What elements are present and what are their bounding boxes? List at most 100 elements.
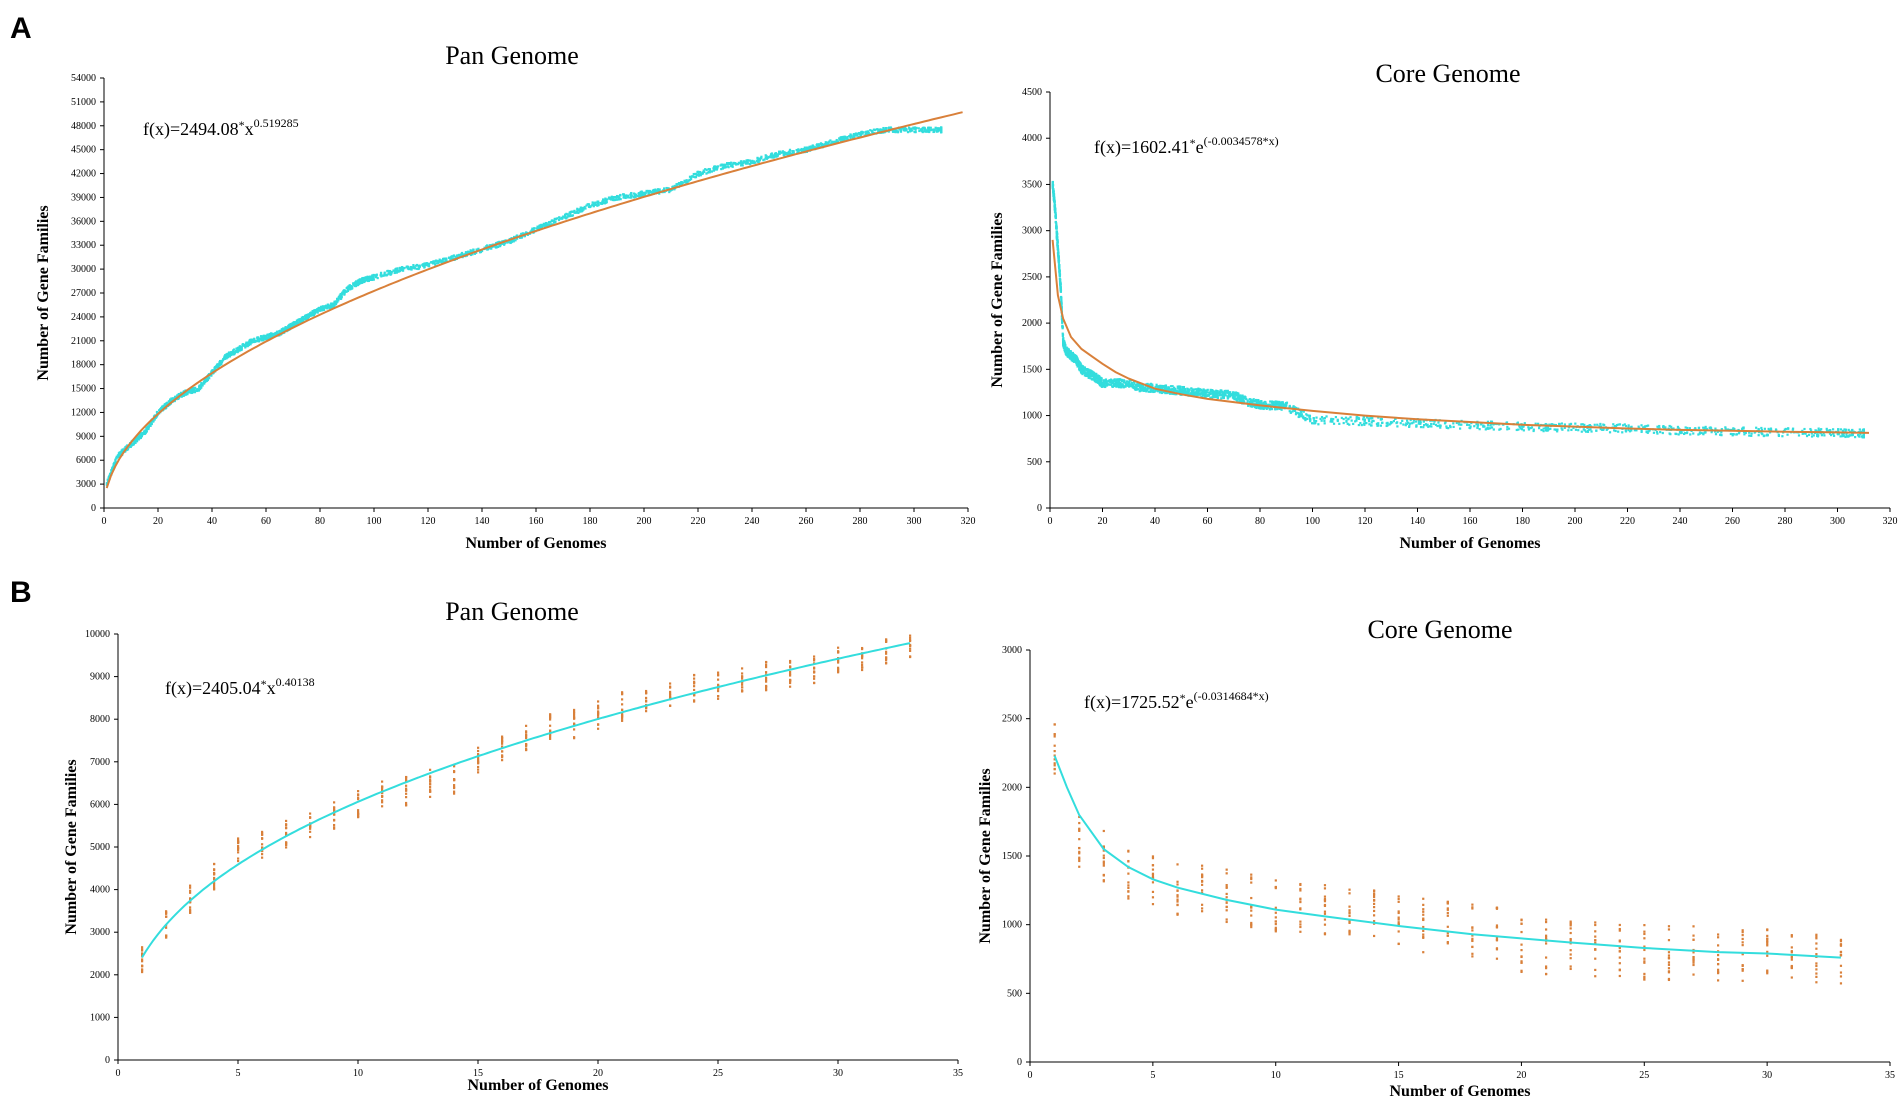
data-point (1538, 427, 1541, 430)
data-point (1365, 422, 1368, 425)
data-point (827, 141, 830, 144)
data-point (1532, 429, 1535, 433)
data-point (730, 165, 733, 168)
data-point (1348, 423, 1351, 426)
data-point (1787, 427, 1790, 430)
data-point (1460, 423, 1463, 426)
data-point (486, 248, 489, 251)
data-point (1057, 261, 1061, 264)
data-point (1832, 428, 1835, 431)
data-point (1583, 423, 1586, 426)
data-point (1490, 420, 1494, 423)
data-point (770, 155, 773, 159)
data-point (932, 130, 935, 134)
data-point (238, 345, 241, 348)
data-point (841, 138, 845, 141)
data-point (460, 252, 464, 255)
data-point (1239, 399, 1242, 403)
data-point (1548, 423, 1551, 426)
x-tick-label: 260 (799, 516, 814, 527)
data-point (148, 421, 152, 424)
data-point (940, 129, 943, 132)
data-point (290, 325, 293, 328)
data-point (686, 180, 689, 184)
x-tick-label: 35 (953, 1068, 963, 1079)
data-point (860, 132, 863, 135)
data-point (1688, 427, 1691, 430)
data-point (1171, 385, 1174, 388)
data-point (1075, 362, 1079, 365)
data-point (1136, 388, 1140, 391)
data-point (596, 200, 600, 204)
data-point (1062, 337, 1065, 340)
data-point (564, 217, 568, 220)
data-point (1845, 433, 1848, 436)
data-point (1642, 426, 1645, 429)
data-point (668, 190, 671, 194)
data-point (1278, 407, 1282, 410)
data-point (1844, 429, 1847, 432)
x-tick-label: 160 (529, 516, 544, 527)
data-point (499, 244, 502, 248)
data-point (120, 451, 123, 454)
data-point (612, 195, 615, 199)
data-point (287, 326, 290, 330)
data-point (422, 264, 426, 267)
data-point (1221, 391, 1224, 394)
data-point (1837, 430, 1840, 433)
data-point (438, 258, 441, 261)
data-point (898, 128, 901, 131)
data-point (464, 252, 467, 255)
y-tick-label: 1000 (90, 1012, 110, 1023)
data-point (757, 160, 760, 163)
data-point (359, 280, 362, 283)
data-point (926, 130, 929, 133)
data-point (376, 276, 379, 280)
data-point (1684, 426, 1687, 429)
data-point (1732, 433, 1735, 436)
data-point (586, 203, 589, 206)
data-point (1599, 422, 1602, 426)
data-point (1768, 428, 1771, 432)
data-point (756, 157, 759, 160)
data-point (1061, 326, 1064, 329)
data-point (1280, 403, 1283, 407)
data-point (1057, 259, 1060, 263)
data-point (1841, 433, 1844, 436)
data-point (1702, 426, 1705, 429)
data-point (501, 240, 504, 243)
data-point (1803, 432, 1806, 435)
data-point (1085, 374, 1088, 377)
data-point (1197, 387, 1200, 390)
data-point (1561, 428, 1564, 431)
data-point (647, 189, 650, 193)
data-point (303, 317, 306, 320)
data-point (523, 235, 526, 238)
x-tick-label: 5 (236, 1068, 241, 1079)
data-point (552, 221, 555, 224)
data-point (236, 348, 239, 351)
y-tick-label: 5000 (90, 842, 110, 853)
data-point (425, 262, 429, 265)
data-point (1743, 433, 1746, 436)
data-point (645, 189, 648, 193)
data-point (288, 326, 291, 329)
data-point (1529, 426, 1532, 430)
data-point (294, 323, 297, 326)
data-point (344, 290, 347, 293)
data-point (777, 150, 781, 153)
data-point (895, 129, 898, 132)
data-point (562, 215, 565, 218)
x-tick-label: 100 (1305, 516, 1320, 527)
data-point (520, 236, 523, 239)
data-point (1159, 386, 1162, 389)
data-point (1851, 432, 1854, 436)
data-point (231, 350, 234, 353)
data-point (1190, 387, 1193, 390)
data-point (870, 129, 873, 132)
data-point (1059, 286, 1062, 290)
data-point (1846, 435, 1850, 438)
data-point (597, 203, 600, 207)
x-tick-label: 40 (207, 516, 217, 527)
